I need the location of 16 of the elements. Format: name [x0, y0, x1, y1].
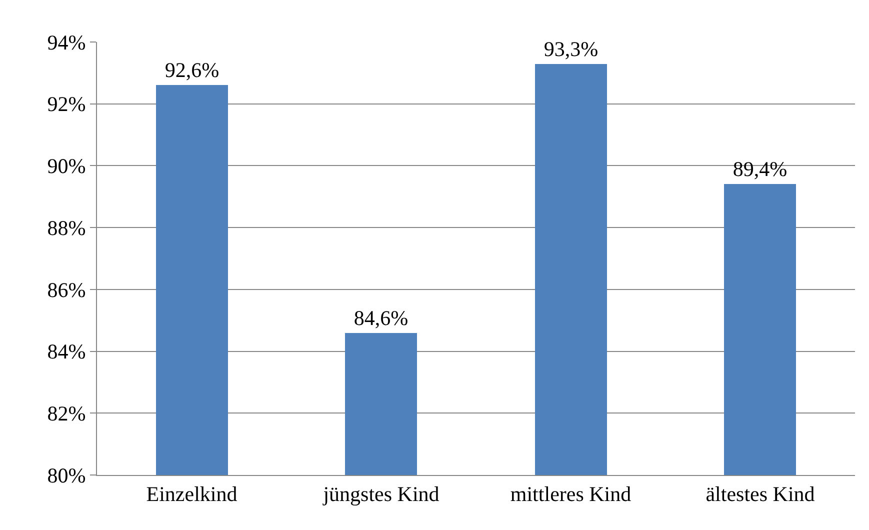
- data-label: 92,6%: [164, 58, 220, 82]
- x-tick-label: jüngstes Kind: [322, 482, 440, 506]
- y-tick-label: 88%: [47, 216, 86, 240]
- y-tick-label: 86%: [47, 278, 86, 302]
- y-tick-label: 84%: [47, 340, 86, 364]
- y-tick-label: 94%: [47, 30, 86, 54]
- x-tick-label: ältestes Kind: [706, 482, 816, 506]
- x-tick-label: Einzelkind: [146, 482, 238, 506]
- data-label: 93,3%: [544, 37, 598, 61]
- data-label: 84,6%: [354, 306, 408, 330]
- y-tick-label: 80%: [47, 463, 86, 488]
- y-tick-label: 92%: [47, 92, 86, 116]
- data-label: 89,4%: [732, 157, 788, 181]
- y-tick-label: 90%: [47, 154, 86, 178]
- x-tick-label: mittleres Kind: [510, 482, 632, 506]
- y-tick-label: 82%: [47, 401, 86, 426]
